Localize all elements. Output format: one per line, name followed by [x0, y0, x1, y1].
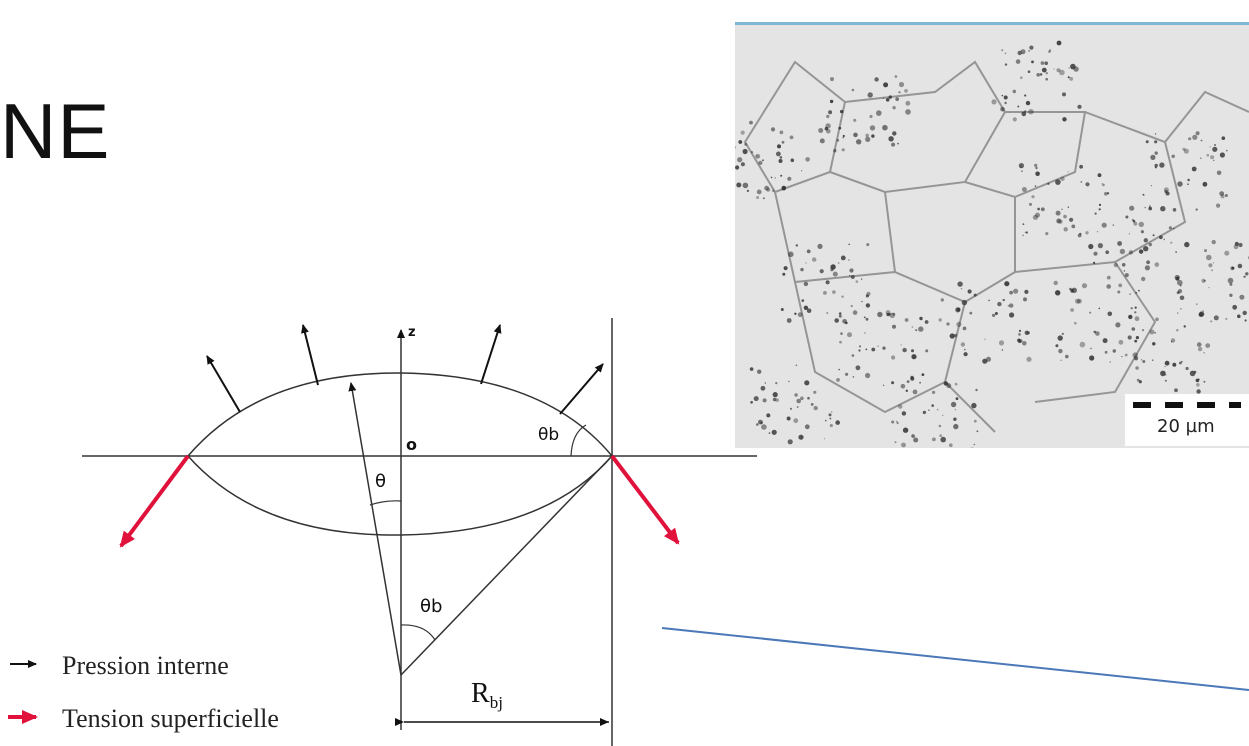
theta-b-label-upper: θb	[538, 425, 559, 445]
angle-arc-theta-b-upper	[570, 424, 587, 457]
radius-line-theta	[348, 382, 402, 676]
angle-arc-theta-b-lower	[400, 624, 436, 641]
tension-arrow-right	[610, 454, 680, 545]
angle-arc-theta	[369, 500, 402, 506]
slide-title-fragment: NE	[0, 87, 111, 175]
pressure-arrow	[559, 363, 604, 415]
z-axis-label: z	[408, 325, 416, 340]
legend-pressure-label: Pression interne	[62, 651, 229, 680]
bubble-lower-arc	[187, 455, 613, 536]
pressure-arrow	[301, 324, 319, 386]
pressure-arrow	[480, 324, 502, 385]
legend-tension-label: Tension superficielle	[62, 704, 279, 733]
tension-arrow-left	[119, 454, 190, 548]
theta-b-label-lower: θb	[420, 596, 442, 617]
radius-dimension-label: Rbj	[471, 678, 503, 712]
legend: Pression interne Tension superficielle	[8, 651, 279, 733]
pressure-arrow	[206, 355, 241, 413]
micrograph-image: 20 µm	[735, 22, 1249, 448]
radius-line-theta-b	[400, 455, 613, 676]
theta-label: θ	[375, 471, 386, 492]
accent-line	[661, 627, 1249, 691]
scale-bar-label: 20 µm	[1157, 416, 1215, 437]
origin-label: o	[406, 435, 417, 454]
